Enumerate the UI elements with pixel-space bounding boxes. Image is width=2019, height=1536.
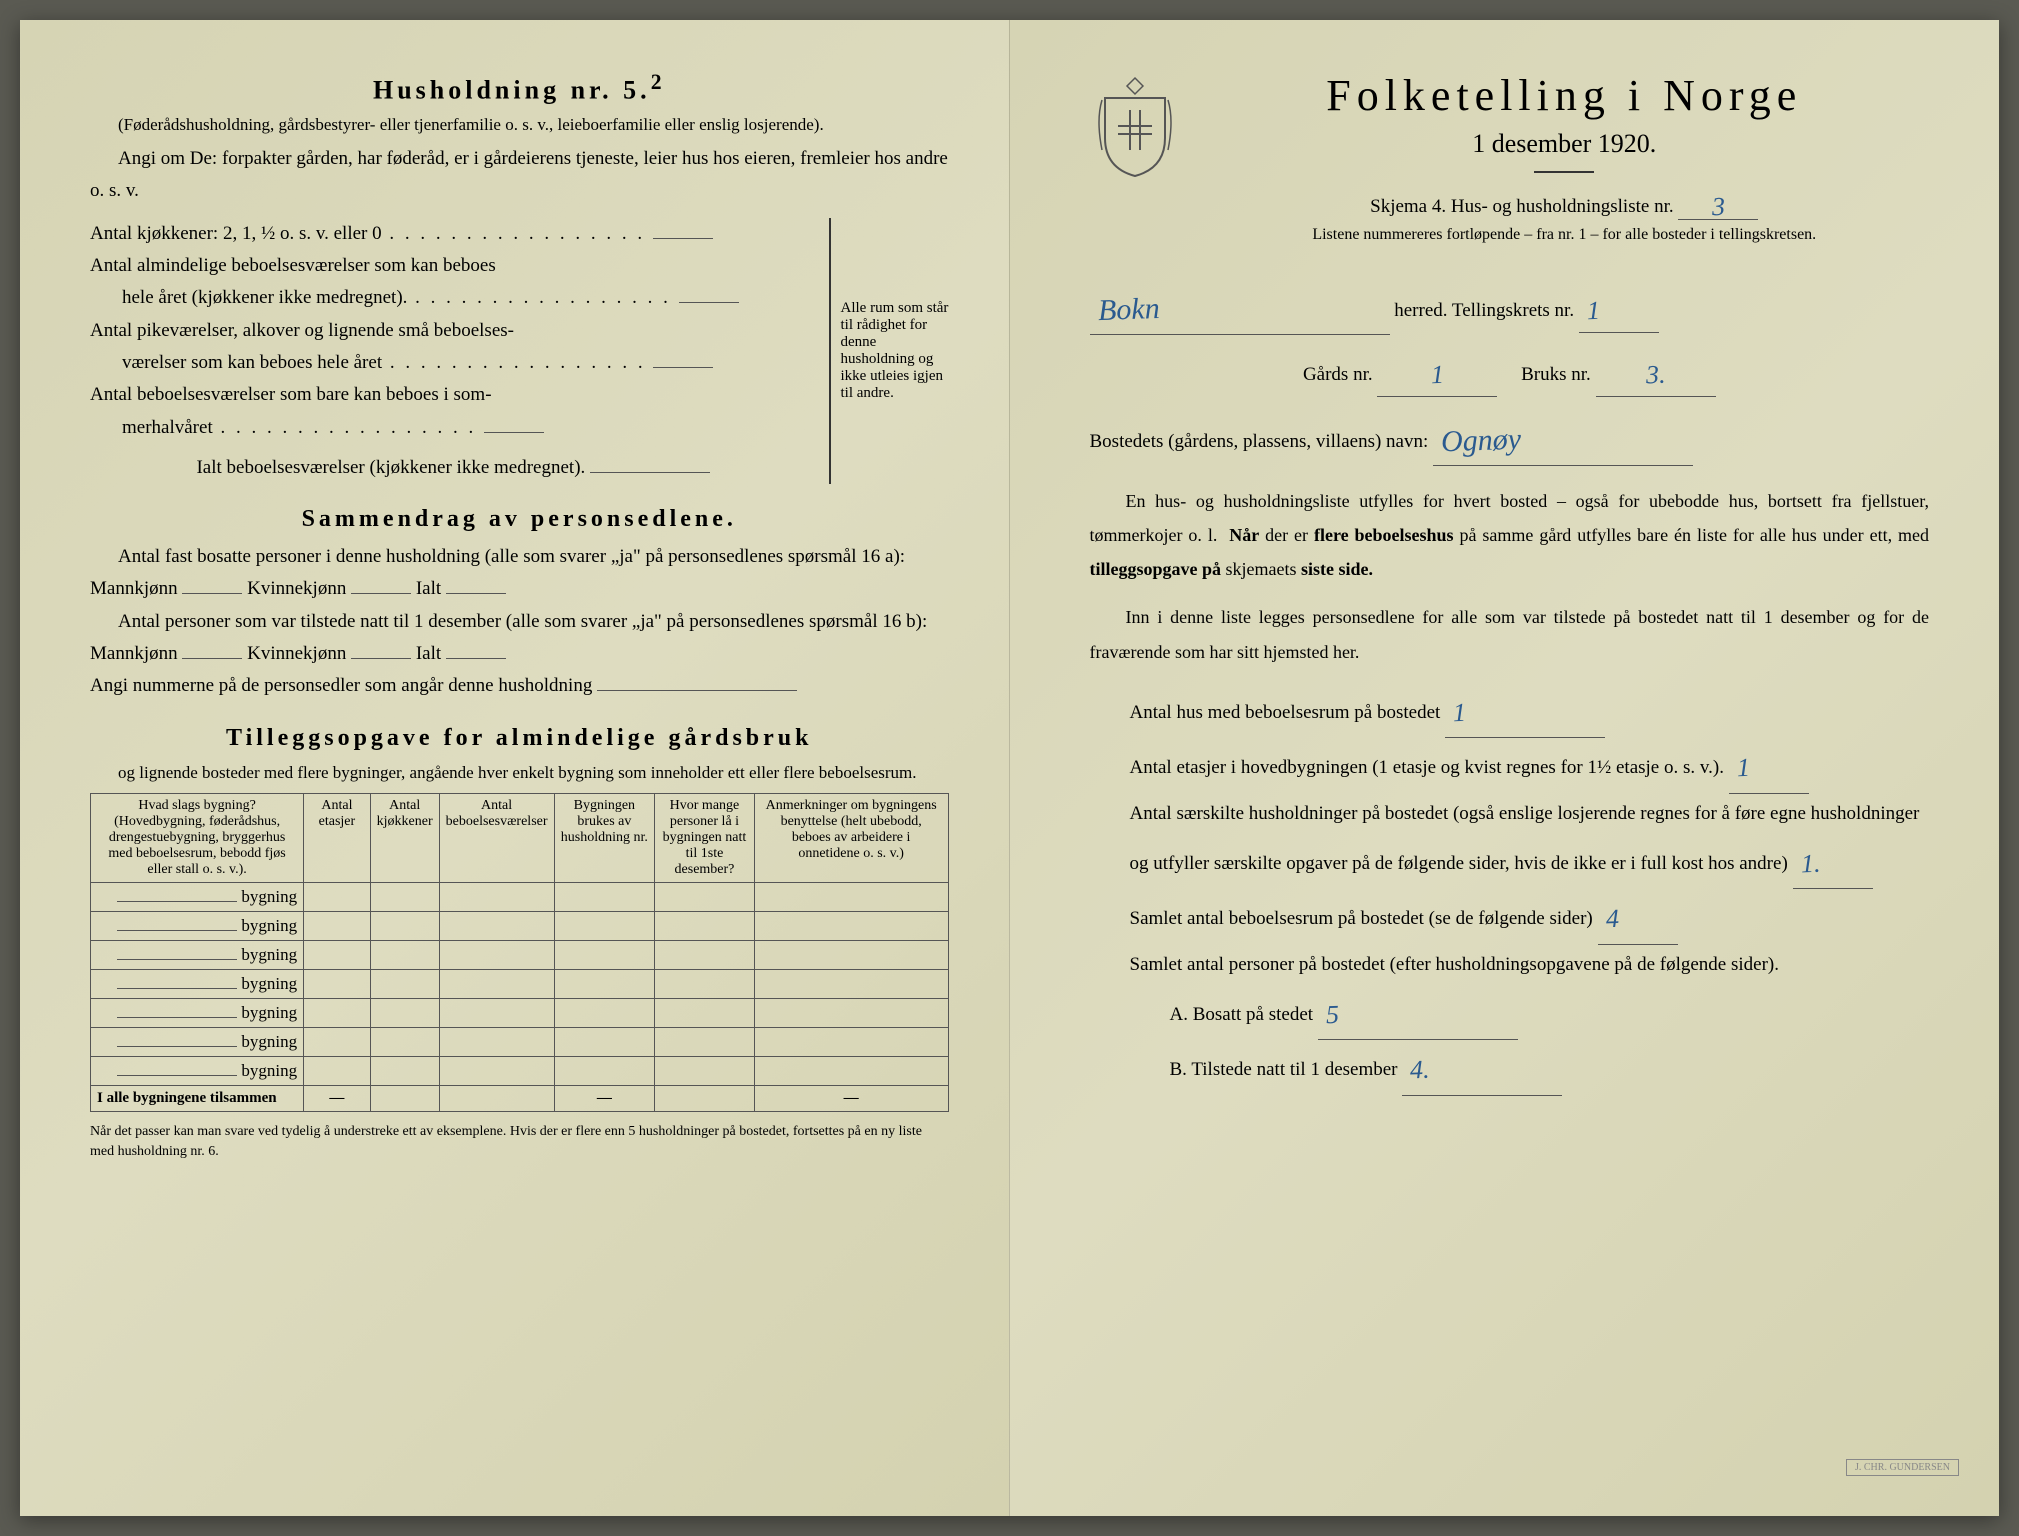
a4: 4 — [1605, 892, 1620, 947]
supplement-sub: og lignende bosteder med flere bygninger… — [90, 760, 949, 786]
bruks-nr: 3. — [1645, 352, 1666, 399]
q5a: A. Bosatt på stedet 5 — [1170, 985, 1930, 1041]
col-5: Hvor mange personer lå i bygningen natt … — [655, 794, 755, 883]
instructions-2: Inn i denne liste legges personsedlene f… — [1090, 600, 1930, 668]
table-row: bygning — [91, 1057, 949, 1086]
census-date: 1 desember 1920. — [1200, 129, 1930, 159]
col-4: Bygningen brukes av husholdning nr. — [554, 794, 655, 883]
col-1: Antal etasjer — [304, 794, 371, 883]
footnote: Når det passer kan man svare ved tydelig… — [90, 1122, 949, 1161]
table-total-row: I alle bygningene tilsammen — — — — [91, 1086, 949, 1112]
summary-heading: Sammendrag av personsedlene. — [90, 506, 949, 533]
q5: Samlet antal personer på bostedet (efter… — [1130, 945, 1930, 985]
household-subtext: (Føderådshusholdning, gårdsbestyrer- ell… — [90, 112, 949, 138]
right-page: Folketelling i Norge 1 desember 1920. Sk… — [1010, 20, 2000, 1516]
a1: 1 — [1452, 686, 1467, 741]
table-row: bygning — [91, 999, 949, 1028]
col-3: Antal beboelsesværelser — [439, 794, 554, 883]
col-0: Hvad slags bygning? (Hovedbygning, føder… — [91, 794, 304, 883]
herred-line: Bokn herred. Tellingskrets nr. 1 — [1090, 280, 1930, 335]
herred-value: Bokn — [1097, 282, 1160, 338]
room-questions: Antal kjøkkener: 2, 1, ½ o. s. v. eller … — [90, 218, 817, 484]
table-row: bygning — [91, 883, 949, 912]
table-row: bygning — [91, 912, 949, 941]
supplement-heading: Tilleggsopgave for almindelige gårdsbruk — [90, 725, 949, 752]
q2: Antal etasjer i hovedbygningen (1 etasje… — [1130, 738, 1930, 794]
q3: Antal særskilte husholdninger på bostede… — [1130, 794, 1930, 889]
krets-nr: 1 — [1586, 288, 1601, 335]
col-6: Anmerkninger om bygningens benyttelse (h… — [754, 794, 948, 883]
para-angi: Angi om De: forpakter gården, har føderå… — [90, 143, 949, 208]
a5a: 5 — [1325, 988, 1340, 1043]
bosted-value: Ognøy — [1440, 412, 1522, 469]
document-spread: Husholdning nr. 5.2 (Føderådshusholdning… — [20, 20, 1999, 1516]
col-2: Antal kjøkkener — [370, 794, 439, 883]
left-page: Husholdning nr. 5.2 (Føderådshusholdning… — [20, 20, 1010, 1516]
table-row: bygning — [91, 941, 949, 970]
a3: 1. — [1800, 836, 1821, 891]
household-heading: Husholdning nr. 5.2 — [90, 70, 949, 106]
summary-body: Antal fast bosatte personer i denne hush… — [90, 541, 949, 606]
form-note: Listene nummereres fortløpende – fra nr.… — [1200, 226, 1930, 244]
gards-nr: 1 — [1430, 352, 1445, 399]
form-number-line: Skjema 4. Hus- og husholdningsliste nr. … — [1200, 189, 1930, 220]
q4: Samlet antal beboelsesrum på bostedet (s… — [1130, 889, 1930, 945]
table-row: bygning — [91, 1028, 949, 1057]
bosted-line: Bostedets (gårdens, plassens, villaens) … — [1090, 411, 1930, 466]
printer-stamp: J. CHR. GUNDERSEN — [1846, 1459, 1959, 1476]
buildings-table: Hvad slags bygning? (Hovedbygning, føder… — [90, 793, 949, 1112]
gards-line: Gårds nr. 1 Bruks nr. 3. — [1090, 349, 1930, 397]
q5b: B. Tilstede natt til 1 desember 4. — [1170, 1040, 1930, 1096]
bracket-note: Alle rum som står til rådighet for denne… — [829, 218, 949, 484]
a2: 1 — [1736, 741, 1751, 796]
main-title: Folketelling i Norge — [1200, 70, 1930, 121]
table-row: bygning — [91, 970, 949, 999]
instructions-1: En hus- og husholdningsliste utfylles fo… — [1090, 484, 1930, 587]
a5b: 4. — [1409, 1043, 1430, 1098]
divider — [1534, 171, 1594, 173]
q1: Antal hus med beboelsesrum på bostedet 1 — [1130, 683, 1930, 739]
coat-of-arms-icon — [1090, 70, 1180, 180]
